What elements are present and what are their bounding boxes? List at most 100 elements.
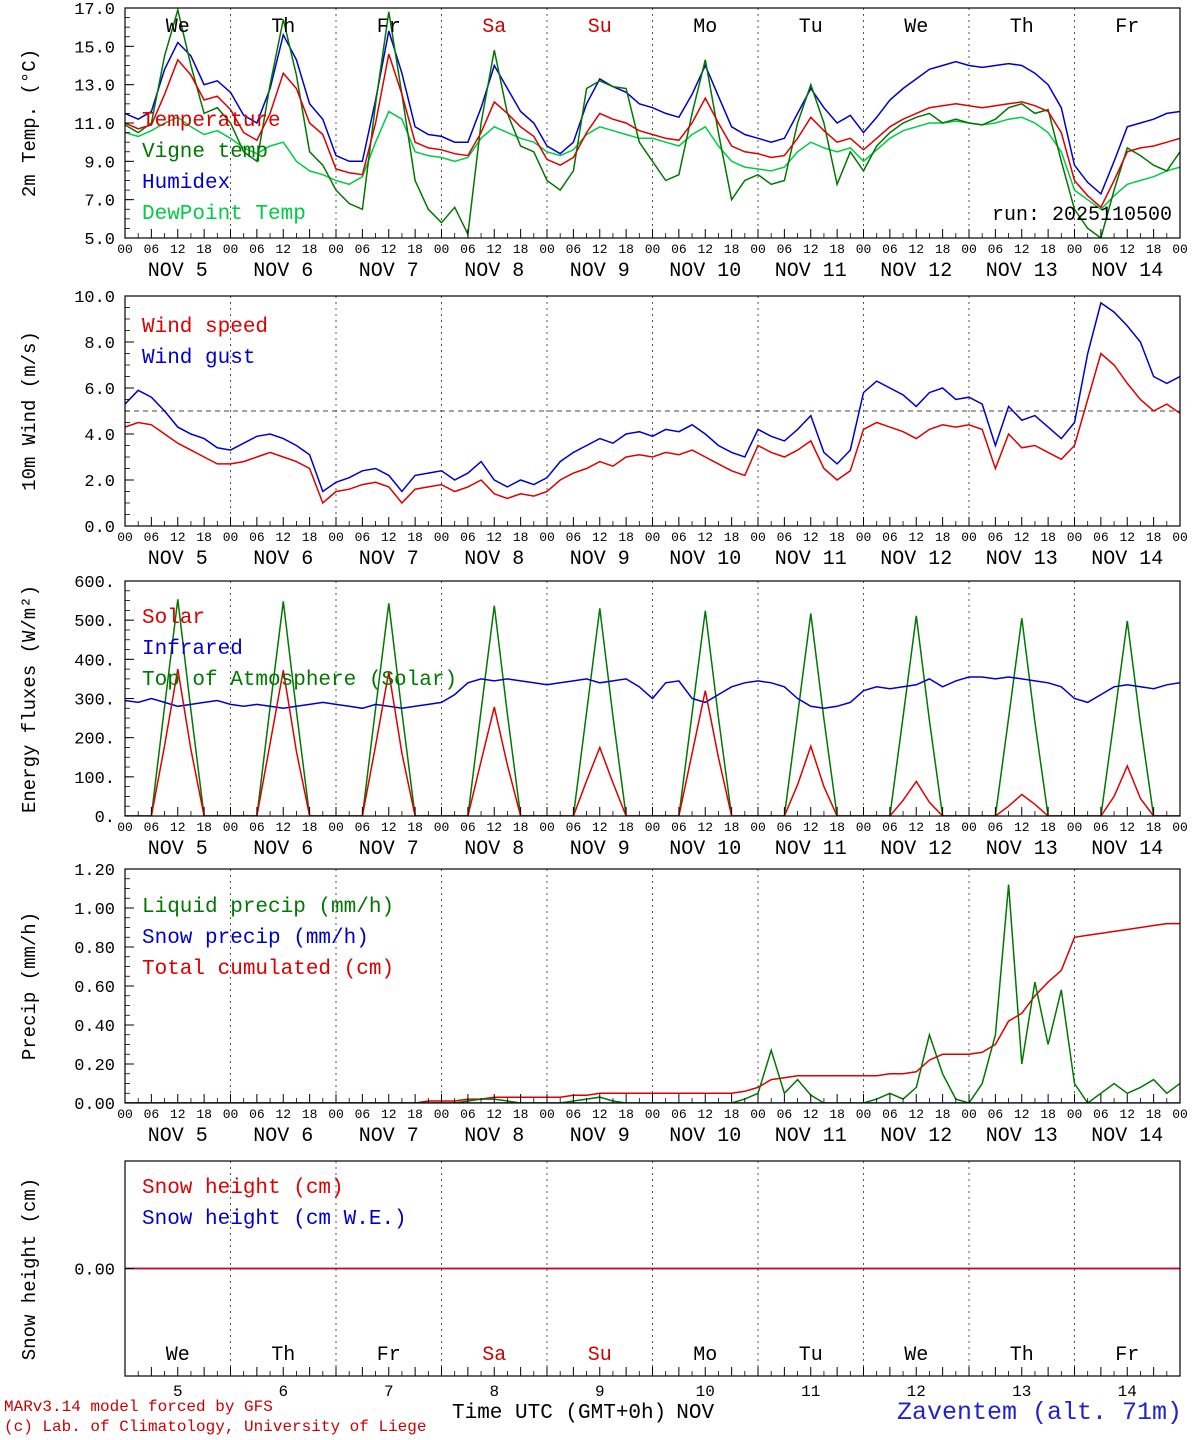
axis-text: Th	[1010, 16, 1034, 39]
axis-text: 06	[882, 1107, 898, 1122]
axis-text: 06	[566, 242, 582, 257]
axis-text: 500.	[74, 613, 115, 632]
xaxis-title-text: Time UTC (GMT+0h)	[452, 1402, 667, 1425]
legend-item: Snow height (cm W.E.)	[142, 1208, 407, 1231]
axis-text: 06	[671, 1107, 687, 1122]
axis-text: 06	[671, 242, 687, 257]
axis-text: 0.00	[74, 1262, 115, 1281]
model-credit-line1: MARv3.14 model forced by GFS	[4, 1398, 273, 1416]
model-run-label: run: 2025110500	[991, 204, 1172, 227]
axis-text: 18	[1040, 820, 1056, 835]
legend-item: Top of Atmosphere (Solar)	[142, 669, 458, 692]
axis-text: 12	[697, 530, 713, 545]
axis-text: NOV 9	[570, 548, 630, 571]
axis-text: 13	[1012, 1383, 1031, 1401]
axis-text: 12	[803, 820, 819, 835]
axis-text: NOV 10	[669, 838, 741, 861]
axis-text: 06	[882, 242, 898, 257]
axis-text: 12	[1119, 530, 1135, 545]
axis-text: NOV 14	[1091, 1125, 1163, 1148]
series-group	[125, 599, 1180, 816]
axis-text: 06	[566, 1107, 582, 1122]
axis-text: 06	[882, 530, 898, 545]
legend-temperature-panel: Temperature Vigne temp Humidex DewPoint Tem…	[142, 106, 306, 230]
axis-text: NOV 8	[464, 548, 524, 571]
axis-text: 12	[803, 530, 819, 545]
axis-text: 06	[460, 530, 476, 545]
axis-text: 12	[1119, 242, 1135, 257]
axis-text: 00	[117, 820, 133, 835]
axis-text: 18	[829, 820, 845, 835]
axis-text: 400.	[74, 652, 115, 671]
axis-text: 12	[170, 530, 186, 545]
axis-text: 06	[988, 242, 1004, 257]
legend-item: Total cumulated (cm)	[142, 958, 395, 981]
axis-text: 12	[908, 242, 924, 257]
axis-text: NOV 11	[775, 548, 847, 571]
axis-text: NOV 12	[880, 548, 952, 571]
axis-text: NOV 12	[880, 838, 952, 861]
axis-text: 00	[856, 242, 872, 257]
yaxis-label-wind: 10m Wind (m/s)	[19, 331, 41, 491]
axis-text: 12	[381, 820, 397, 835]
axis-text: We	[166, 1344, 190, 1367]
axis-text: 12	[592, 820, 608, 835]
axis-text: NOV 5	[148, 838, 208, 861]
axis-text: 5.0	[84, 231, 115, 250]
axis-text: 12	[1014, 820, 1030, 835]
axis-text: 18	[829, 530, 845, 545]
axis-text: 12	[1014, 1107, 1030, 1122]
axis-text: 00	[434, 820, 450, 835]
axis-text: 18	[724, 242, 740, 257]
axis-text: 00	[117, 242, 133, 257]
series-line	[125, 352, 1180, 505]
axis-text: 12	[907, 1383, 926, 1401]
axis-text: Su	[588, 1344, 612, 1367]
axis-text: 0.00	[74, 1096, 115, 1115]
axis-text: 00	[328, 1107, 344, 1122]
axis-text: 00	[223, 242, 239, 257]
axis-text: NOV 10	[669, 548, 741, 571]
axis-text: 1.00	[74, 901, 115, 920]
xaxis-month-label: NOV	[676, 1402, 715, 1425]
axis-text: 06	[1093, 530, 1109, 545]
axis-text: 00	[961, 242, 977, 257]
axis-text: 06	[144, 530, 160, 545]
axis-text: 12	[486, 530, 502, 545]
axis-text: 7.0	[84, 193, 115, 212]
axis-text: 06	[777, 242, 793, 257]
axis-text: 06	[671, 530, 687, 545]
axis-text: 18	[196, 820, 212, 835]
axis-text: 00	[434, 1107, 450, 1122]
series-line	[125, 676, 1180, 710]
axis-text: NOV 5	[148, 1125, 208, 1148]
axis-text: 00	[223, 530, 239, 545]
axis-text: 6.0	[84, 381, 115, 400]
axis-text: 0.80	[74, 940, 115, 959]
axis-text: 06	[460, 242, 476, 257]
axis-text: 06	[460, 820, 476, 835]
axis-text: 18	[829, 1107, 845, 1122]
axis-text: NOV 7	[359, 260, 419, 283]
axis-text: 00	[1067, 1107, 1083, 1122]
axis-text: 10.0	[74, 289, 115, 308]
axis-text: NOV 14	[1091, 838, 1163, 861]
axis-text: 12	[486, 242, 502, 257]
axis-text: 15.0	[74, 39, 115, 58]
axis-text: 1.20	[74, 862, 115, 881]
axis-text: 18	[407, 530, 423, 545]
axis-text: 18	[724, 1107, 740, 1122]
axis-text: 18	[196, 242, 212, 257]
axis-text: 18	[724, 530, 740, 545]
axis-text: 06	[1093, 242, 1109, 257]
axis-text: 12	[908, 1107, 924, 1122]
legend-energy-panel: Solar Infrared Top of Atmosphere (Solar)	[142, 603, 457, 696]
series-group	[125, 884, 1180, 1103]
axis-text: 18	[513, 1107, 529, 1122]
axis-text: NOV 9	[570, 1125, 630, 1148]
legend-item: Infrared	[142, 638, 243, 661]
axis-text: 12	[908, 530, 924, 545]
axis-text: 12	[697, 1107, 713, 1122]
axis-text: 12	[592, 530, 608, 545]
series-line	[125, 922, 1180, 1103]
